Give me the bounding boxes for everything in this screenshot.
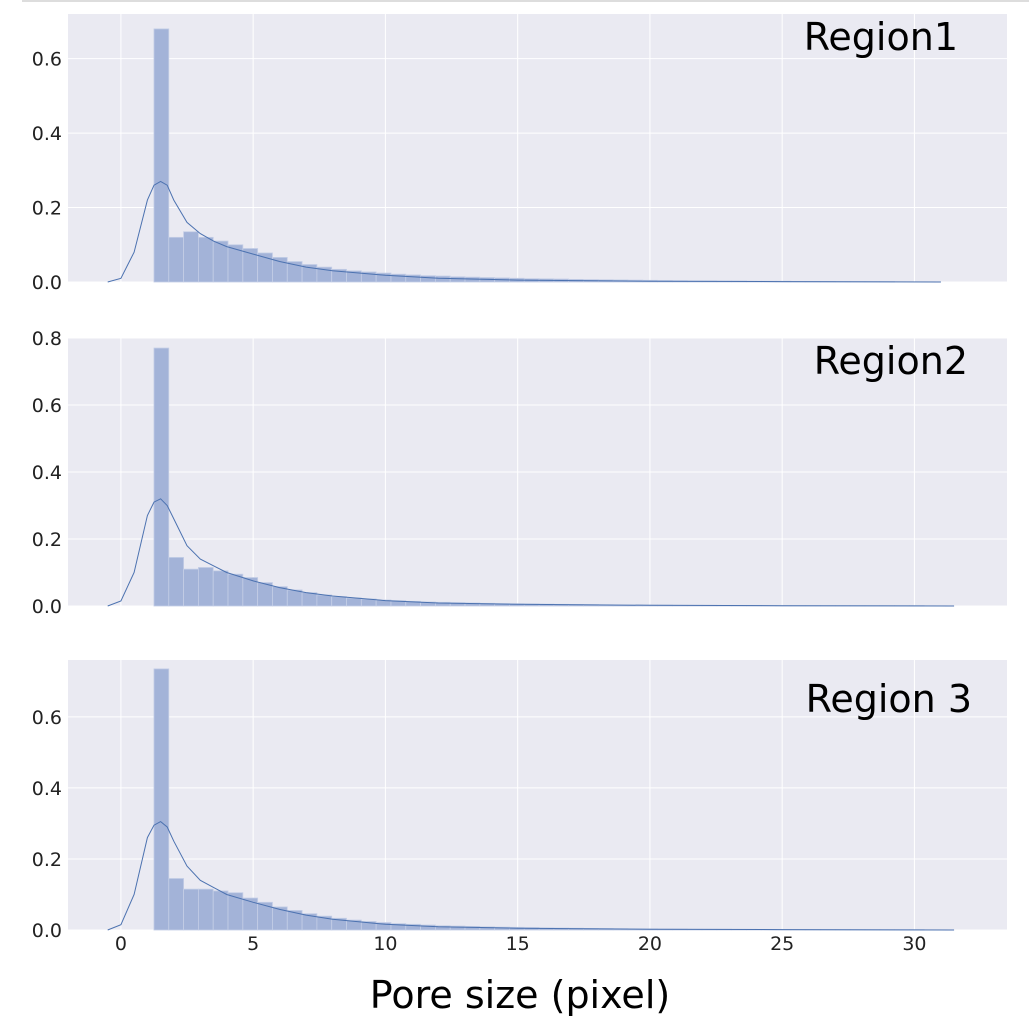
histogram-bar xyxy=(183,568,199,607)
x-axis-label: Pore size (pixel) xyxy=(370,973,670,1017)
kde-line xyxy=(107,820,955,931)
histogram-bar xyxy=(272,586,288,607)
x-tick-label: 0 xyxy=(115,933,127,955)
histogram-bar xyxy=(168,878,184,931)
y-tick-label: 0.2 xyxy=(32,529,62,551)
histogram-bar xyxy=(257,582,273,607)
histogram-bar xyxy=(316,594,333,607)
panel-region-1: 0.0 0.2 0.4 0.6 Region1 xyxy=(32,14,1007,294)
histogram-bar xyxy=(153,347,170,607)
histogram-bar xyxy=(420,275,436,283)
region-label: Region 3 xyxy=(806,677,972,721)
x-tick-label: 5 xyxy=(247,933,259,955)
histogram-bar xyxy=(183,231,199,283)
x-tick-label: 10 xyxy=(373,933,397,955)
x-tick-label: 20 xyxy=(638,933,662,955)
y-tick-label: 0.2 xyxy=(32,198,62,220)
histogram-bar xyxy=(212,890,229,931)
histogram-bar xyxy=(331,596,347,607)
y-tick-label: 0.4 xyxy=(32,123,62,145)
histogram-bar xyxy=(198,567,214,607)
y-tick-label: 0.6 xyxy=(32,49,62,71)
shared-x-axis: 0 5 10 15 20 25 30 xyxy=(115,933,927,955)
y-tick-label: 0.4 xyxy=(32,778,62,800)
histogram-bar xyxy=(301,592,318,607)
x-tick-label: 30 xyxy=(902,933,926,955)
y-tick-label: 0.2 xyxy=(32,849,62,871)
y-tick-label: 0.8 xyxy=(32,328,62,350)
histogram-bar xyxy=(212,570,229,607)
y-tick-label: 0.0 xyxy=(32,596,62,618)
region-label: Region2 xyxy=(814,339,968,383)
histogram-bar xyxy=(198,236,214,283)
plot-background xyxy=(68,660,1007,930)
histogram-bar xyxy=(286,589,303,607)
kde-line xyxy=(107,180,941,283)
kde-line xyxy=(107,498,955,607)
y-tick-label: 0.6 xyxy=(32,395,62,417)
x-tick-label: 25 xyxy=(770,933,794,955)
panels-group: 0.0 0.2 0.4 0.6 Region1 0.0 0.2 0.4 0.6 0.8 Region… xyxy=(32,14,1007,942)
panel-region-2: 0.0 0.2 0.4 0.6 0.8 Region2 xyxy=(32,328,1007,618)
y-tick-label: 0.4 xyxy=(32,462,62,484)
y-tick-label: 0.0 xyxy=(32,272,62,294)
histogram-bar xyxy=(212,240,229,283)
x-tick-label: 15 xyxy=(506,933,530,955)
y-tick-label: 0.6 xyxy=(32,707,62,729)
histogram-bar xyxy=(435,275,451,283)
histogram-bar xyxy=(227,573,244,607)
region-label: Region1 xyxy=(804,15,958,59)
panel-region-3: 0.0 0.2 0.4 0.6 Region 3 xyxy=(32,660,1007,942)
histogram-bar xyxy=(449,276,466,283)
histogram-bar xyxy=(183,888,199,931)
histogram-bar xyxy=(153,668,170,931)
histogram-bar xyxy=(346,597,362,607)
histogram-bar xyxy=(168,236,184,283)
histogram-bar xyxy=(405,274,421,283)
histogram-bar xyxy=(198,888,214,931)
y-tick-label: 0.0 xyxy=(32,920,62,942)
histogram-bar xyxy=(153,28,170,283)
histogram-bar xyxy=(168,557,184,607)
